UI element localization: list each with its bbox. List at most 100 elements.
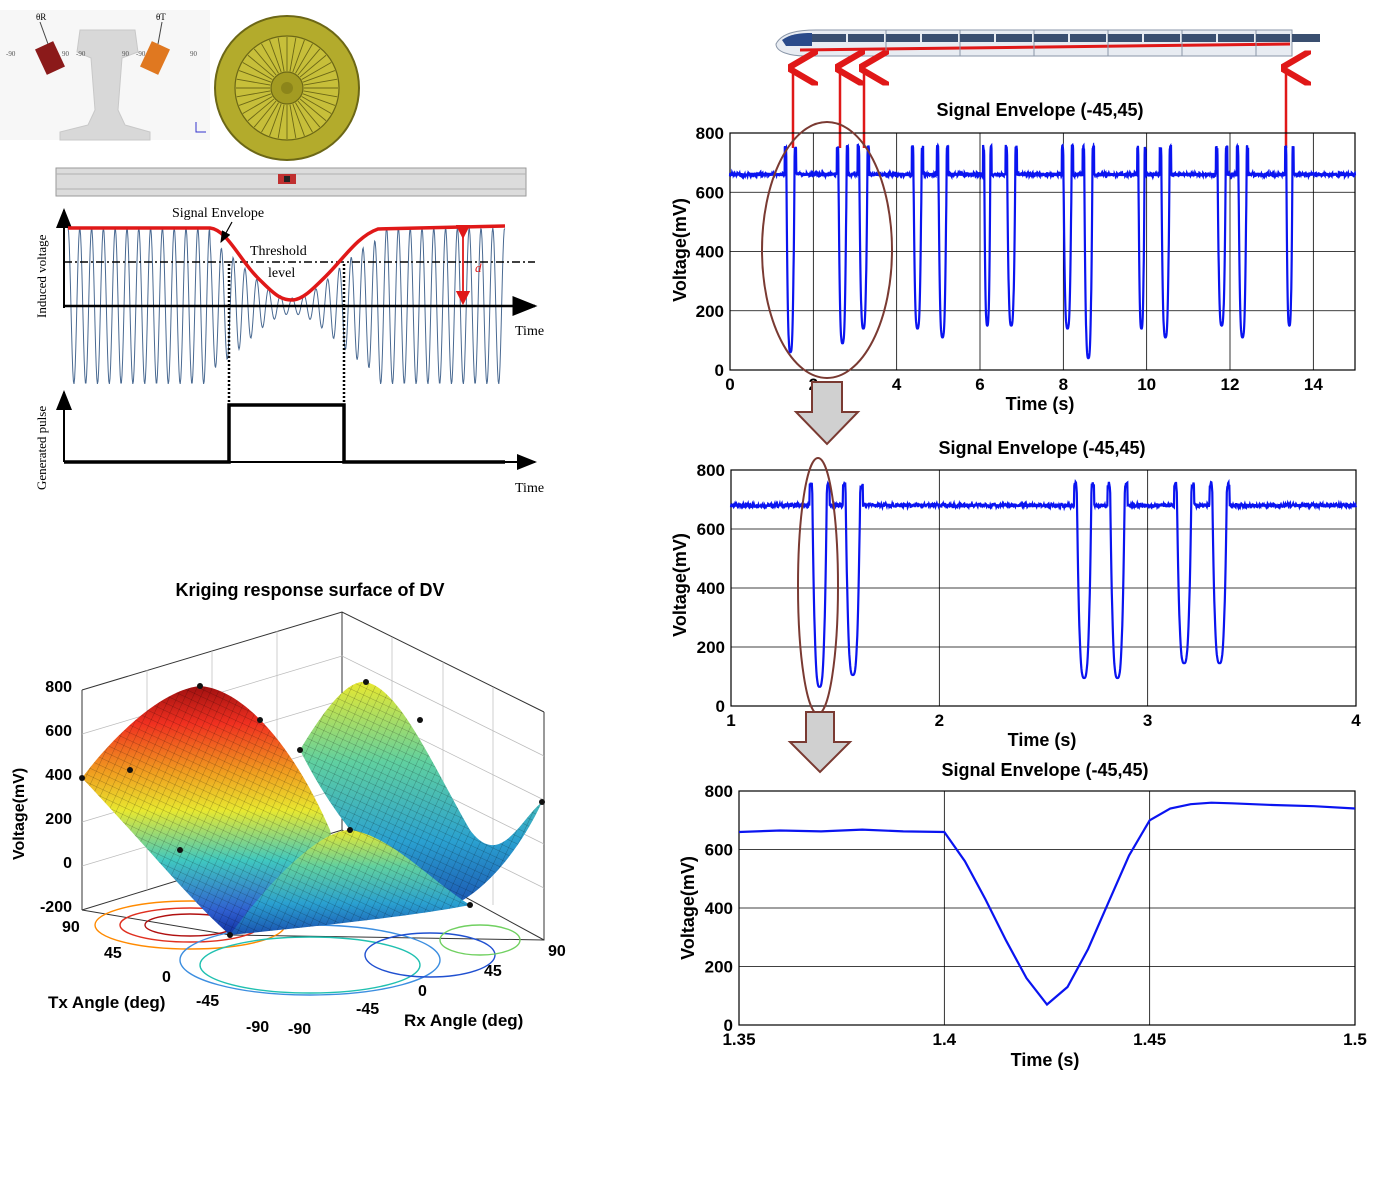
axle-arrows: [793, 68, 1286, 148]
wheel-spoke: [302, 93, 336, 106]
signal-envelope-pointer: [220, 221, 233, 244]
chart3-ylabel: Voltage(mV): [678, 856, 698, 960]
train-window-strip: [1144, 34, 1180, 42]
chart3-xlabel: Time (s): [1011, 1050, 1080, 1070]
signal-envelope-chart-full: Signal Envelope (-45,45) 020040060080002…: [670, 100, 1357, 414]
surface-front-saddle-mesh: [230, 830, 470, 935]
d-label: d: [475, 260, 482, 275]
wheel-spoke: [253, 48, 277, 76]
chart3-ytick: 600: [705, 841, 733, 860]
angle-tick-3: -90: [76, 50, 86, 58]
wheel-spoke: [242, 62, 273, 80]
axis-triad-icon: [195, 122, 206, 133]
wheel-spoke: [289, 37, 297, 72]
rx-sensor-body: [140, 41, 170, 75]
z-tick-200: 200: [45, 811, 72, 828]
wheel-spoke: [297, 48, 321, 76]
tx-tick-90: 90: [62, 919, 80, 936]
wheel-spoke: [289, 104, 297, 139]
wheel-spoke: [261, 43, 279, 74]
zoom-down-arrow-2: [787, 711, 853, 774]
rx-tick-neg90: -90: [288, 1021, 311, 1038]
rx-tick-90: 90: [548, 943, 566, 960]
chart3-ytick: 400: [705, 899, 733, 918]
wheel-spoke: [247, 54, 275, 78]
chart3-ytick: 800: [705, 782, 733, 801]
surface-cyan-ridge-mesh: [300, 681, 542, 910]
wheel-spoke: [261, 102, 279, 133]
surface-zlabel: Voltage(mV): [11, 768, 28, 860]
angle-tick-4: 90: [122, 50, 130, 58]
wheel-spoke: [236, 90, 271, 98]
train-window-strip: [1218, 34, 1254, 42]
generated-pulse-ylabel: Generated pulse: [34, 406, 49, 490]
wheel-spoke: [295, 102, 313, 133]
chart1-highlight-ellipse: [761, 121, 893, 379]
wheel-spoke: [295, 43, 313, 74]
rx-axis-label: Rx Angle (deg): [404, 1011, 523, 1030]
induced-voltage-ylabel: Induced voltage: [34, 234, 49, 318]
threshold-label-line-2: level: [268, 266, 295, 281]
chart3-xtick: 1.5: [1343, 1030, 1367, 1049]
wheel-spoke: [297, 100, 321, 128]
rx-angle-label: θT: [156, 12, 166, 22]
train-window-strip: [960, 34, 994, 42]
train-window-strip: [922, 34, 958, 42]
chart2-xtick: 3: [1143, 711, 1152, 730]
signal-envelope-chart-zoom1: Signal Envelope (-45,45) 0 200 400 600 800 1 2…: [670, 381, 1361, 750]
chart2-xtick: 1: [726, 711, 735, 730]
wheel-spoke: [303, 90, 338, 98]
kriging-sample-points: [79, 679, 545, 938]
tx-sensor-body: [35, 41, 65, 75]
chart3-ytick: 200: [705, 958, 733, 977]
chart2-title: Signal Envelope (-45,45): [938, 438, 1145, 458]
wheel-spoke: [242, 96, 273, 114]
generated-pulse: [64, 403, 505, 464]
wheel-spoke: [238, 93, 272, 106]
tx-tick-neg90: -90: [246, 1019, 269, 1036]
train-wheel-icon: [214, 15, 360, 161]
wheel-spoke: [302, 70, 336, 83]
induced-voltage-pulse-diagram: d Signal Envelope Threshold level Induce…: [34, 206, 544, 496]
rx-sensor-leader: [157, 21, 163, 45]
chart1-ytick: 600: [696, 183, 724, 202]
train-window-strip: [1034, 34, 1068, 42]
chart1-xtick: 0: [725, 375, 734, 394]
chart1-xlabel: Time (s): [1006, 394, 1075, 414]
chart3-series-line: [738, 801, 1356, 1007]
sensor-rail-wheel-schematic: θR θT -90 90 -90 90 -90 90: [0, 10, 527, 197]
chart1-xtick: 4: [892, 375, 902, 394]
chart1-xtick: 12: [1221, 375, 1240, 394]
z-tick-0: 0: [63, 855, 72, 872]
train-window-strip: [1182, 34, 1216, 42]
chart2-ytick: 800: [697, 461, 725, 480]
chart2-xlabel: Time (s): [1008, 730, 1077, 750]
z-tick-neg200: -200: [40, 899, 72, 916]
chart2-highlight-ellipse: [797, 457, 839, 715]
chart2-ylabel: Voltage(mV): [670, 533, 690, 637]
wheel-spoke: [301, 96, 332, 114]
wheel-spoke: [299, 54, 327, 78]
rx-tick-45: 45: [484, 963, 502, 980]
chart2-ytick: 200: [697, 638, 725, 657]
train-window-strip: [848, 34, 884, 42]
angle-tick-5: -90: [136, 50, 146, 58]
induced-time-label: Time: [515, 324, 544, 339]
wheel-spoke: [247, 98, 275, 122]
train-window-strip: [1108, 34, 1142, 42]
chart3-xtick: 1.4: [933, 1030, 957, 1049]
angle-tick-6: 90: [190, 50, 198, 58]
chart3-xtick: 1.45: [1133, 1030, 1166, 1049]
wheel-spoke: [303, 78, 338, 86]
tx-sensor-leader: [39, 21, 49, 45]
chart2-series-line: [729, 478, 1358, 688]
wheel-spoke: [301, 62, 332, 80]
train-window-strip: [996, 34, 1032, 42]
chart2-xtick: 4: [1351, 711, 1361, 730]
kriging-surface-figure: Kriging response surface of DV 800 600 4…: [11, 580, 566, 1038]
wheel-spoke: [299, 98, 327, 122]
chart1-xtick: 10: [1137, 375, 1156, 394]
wheel-spoke: [253, 100, 277, 128]
signal-envelope-label: Signal Envelope: [172, 206, 264, 221]
train-icon: [775, 29, 1320, 57]
